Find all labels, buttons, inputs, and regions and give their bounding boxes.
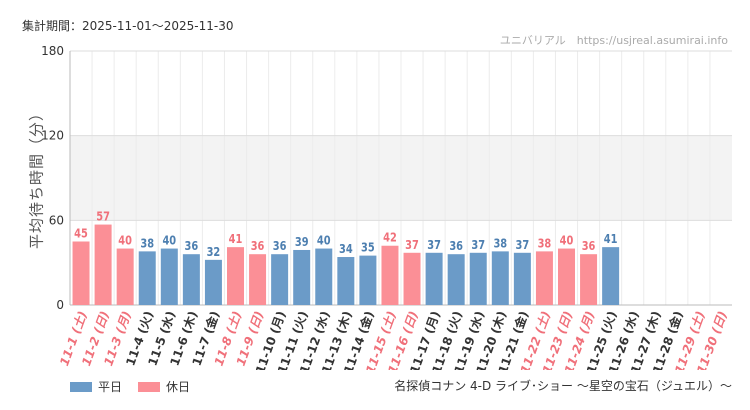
bar-value-label: 34	[339, 242, 353, 256]
bar	[182, 254, 200, 305]
legend-swatch-weekday	[70, 381, 92, 392]
y-tick-label: 60	[49, 213, 64, 227]
bar-value-label: 38	[140, 236, 154, 250]
bar	[337, 257, 355, 305]
bar	[535, 251, 553, 305]
bar-value-label: 36	[449, 239, 463, 253]
bar	[271, 254, 289, 305]
site-credit: ユニバリアル https://usjreal.asumirai.info	[499, 34, 728, 47]
bar	[72, 241, 90, 305]
bar-value-label: 57	[96, 210, 110, 224]
bar-value-label: 40	[317, 234, 331, 248]
bar	[425, 252, 443, 305]
bar	[293, 249, 311, 305]
bar-value-label: 36	[582, 239, 596, 253]
legend-item-holiday: 休日	[138, 378, 190, 395]
bar	[227, 247, 244, 305]
bar-value-label: 40	[560, 234, 574, 248]
bar	[403, 252, 421, 305]
attraction-name: 名探偵コナン 4-D ライブ･ショー ～星空の宝石（ジュエル）～	[394, 379, 732, 393]
bar-value-label: 32	[207, 245, 221, 259]
legend-item-weekday: 平日	[70, 378, 122, 395]
bar-value-label: 39	[295, 235, 309, 249]
y-tick-label: 180	[41, 44, 64, 58]
bar-value-label: 37	[516, 238, 530, 252]
bar-value-label: 38	[538, 236, 552, 250]
bar-value-label: 42	[383, 231, 397, 245]
bar	[359, 255, 377, 305]
bar	[249, 254, 267, 305]
bar-value-label: 45	[74, 227, 88, 241]
bar	[94, 224, 112, 305]
legend: 平日 休日	[70, 378, 206, 395]
bar	[602, 247, 620, 305]
y-tick-label: 0	[56, 298, 64, 312]
bar	[447, 254, 465, 305]
legend-swatch-holiday	[138, 381, 161, 392]
bar	[138, 251, 156, 305]
bar	[381, 245, 399, 305]
period-label: 集計期間：2025-11-01～2025-11-30	[22, 19, 234, 33]
y-tick-label: 120	[41, 129, 64, 143]
bar	[513, 252, 531, 305]
bar-value-label: 36	[185, 239, 199, 253]
bar-value-label: 41	[229, 232, 243, 246]
bar	[491, 251, 509, 305]
bar	[116, 248, 134, 305]
legend-label-holiday: 休日	[166, 380, 191, 394]
bar-value-label: 40	[162, 234, 176, 248]
bar-value-label: 41	[604, 232, 618, 246]
bar	[204, 259, 222, 305]
bar-value-label: 37	[427, 238, 441, 252]
bar-value-label: 37	[405, 238, 419, 252]
bar	[469, 252, 487, 305]
legend-label-weekday: 平日	[98, 380, 123, 394]
bar	[315, 248, 333, 305]
bar-value-label: 36	[251, 239, 265, 253]
bar	[160, 248, 178, 305]
bar-value-label: 35	[361, 241, 375, 255]
bar-value-label: 38	[493, 236, 507, 250]
bar-value-label: 37	[471, 238, 485, 252]
bar	[580, 254, 598, 305]
bar-value-label: 36	[273, 239, 287, 253]
bar	[558, 248, 575, 305]
bar-value-label: 40	[118, 234, 132, 248]
